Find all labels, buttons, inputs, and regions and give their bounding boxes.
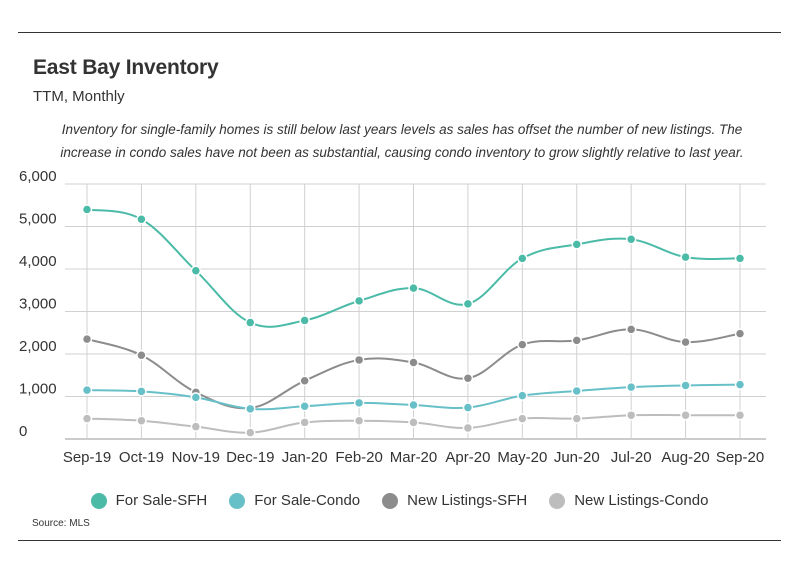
data-point: [462, 402, 474, 413]
x-tick-label: Mar-20: [390, 449, 438, 466]
legend-label: For Sale-Condo: [254, 492, 361, 509]
top-rule: [18, 32, 781, 33]
data-point: [353, 415, 365, 426]
data-point: [353, 295, 365, 307]
y-tick-label: 4,000: [19, 253, 57, 270]
y-tick-label: 6,000: [19, 168, 57, 185]
data-point: [190, 421, 202, 432]
legend-swatch: [382, 492, 399, 509]
x-tick-label: Jul-20: [611, 449, 652, 466]
y-tick-label: 5,000: [19, 211, 57, 228]
data-point: [571, 239, 582, 250]
bottom-rule: [18, 540, 781, 541]
data-point: [136, 214, 147, 225]
data-point: [299, 401, 310, 412]
data-point: [299, 417, 310, 428]
chart-description: Inventory for single-family homes is sti…: [60, 122, 744, 160]
data-point: [136, 386, 147, 397]
data-point: [408, 417, 419, 428]
chart-subtitle: TTM, Monthly: [33, 88, 125, 105]
data-point: [81, 333, 93, 345]
data-point: [353, 397, 365, 409]
data-point: [517, 390, 528, 401]
data-point: [245, 403, 256, 415]
data-point: [81, 413, 93, 424]
legend-label: For Sale-SFH: [115, 492, 208, 509]
y-tick-label: 0: [19, 423, 27, 440]
data-point: [625, 381, 637, 393]
y-tick-label: 2,000: [19, 338, 57, 355]
data-point: [462, 298, 474, 310]
x-tick-label: Oct-19: [119, 449, 164, 466]
data-point: [136, 415, 147, 426]
data-point: [734, 328, 746, 339]
data-point: [408, 357, 419, 368]
x-tick-label: Nov-19: [172, 449, 220, 466]
data-point: [462, 422, 474, 434]
y-tick-label: 1,000: [19, 381, 57, 398]
data-point: [245, 317, 256, 328]
legend-item: New Listings-SFH: [382, 492, 527, 509]
legend-item: For Sale-SFH: [90, 492, 208, 509]
x-tick-label: Sep-19: [63, 449, 111, 466]
x-tick-label: Sep-20: [716, 449, 764, 466]
x-tick-label: Apr-20: [445, 449, 490, 466]
data-point: [625, 409, 637, 421]
x-tick-label: Jan-20: [282, 449, 328, 466]
legend-item: For Sale-Condo: [229, 492, 360, 509]
data-point: [680, 336, 691, 348]
data-point: [81, 204, 93, 215]
source-note: Source: MLS: [32, 518, 90, 529]
chart-legend: For Sale-SFH For Sale-Condo New Listings-S…: [0, 492, 799, 509]
x-tick-label: Dec-19: [226, 449, 274, 466]
data-point: [517, 413, 528, 424]
data-point: [734, 409, 746, 421]
data-point: [190, 265, 202, 276]
data-point: [190, 392, 202, 403]
data-point: [136, 350, 147, 361]
x-tick-label: Feb-20: [335, 449, 383, 466]
chart-title: East Bay Inventory: [33, 56, 219, 79]
data-point: [408, 282, 419, 294]
data-point: [353, 354, 365, 366]
data-point: [245, 427, 256, 438]
legend-swatch: [549, 492, 566, 509]
legend-swatch: [90, 492, 107, 509]
legend-item: New Listings-Condo: [549, 492, 708, 509]
legend-label: New Listings-SFH: [407, 492, 528, 509]
x-tick-label: Jun-20: [554, 449, 600, 466]
data-point: [571, 413, 582, 424]
data-point: [734, 253, 746, 264]
data-point: [680, 380, 691, 391]
data-point: [734, 379, 746, 390]
y-tick-label: 3,000: [19, 296, 57, 313]
data-point: [81, 384, 93, 396]
data-point: [571, 335, 582, 346]
legend-swatch: [229, 492, 246, 509]
data-point: [517, 253, 528, 264]
data-point: [299, 375, 310, 387]
data-point: [625, 324, 637, 335]
data-point: [680, 251, 691, 263]
data-point: [462, 372, 474, 384]
data-point: [680, 409, 691, 421]
data-point: [408, 399, 419, 411]
x-tick-label: Aug-20: [661, 449, 709, 466]
data-point: [571, 385, 582, 397]
legend-label: New Listings-Condo: [574, 492, 709, 509]
data-point: [299, 315, 310, 326]
x-tick-label: May-20: [497, 449, 547, 466]
data-point: [517, 339, 528, 350]
data-point: [625, 234, 637, 245]
